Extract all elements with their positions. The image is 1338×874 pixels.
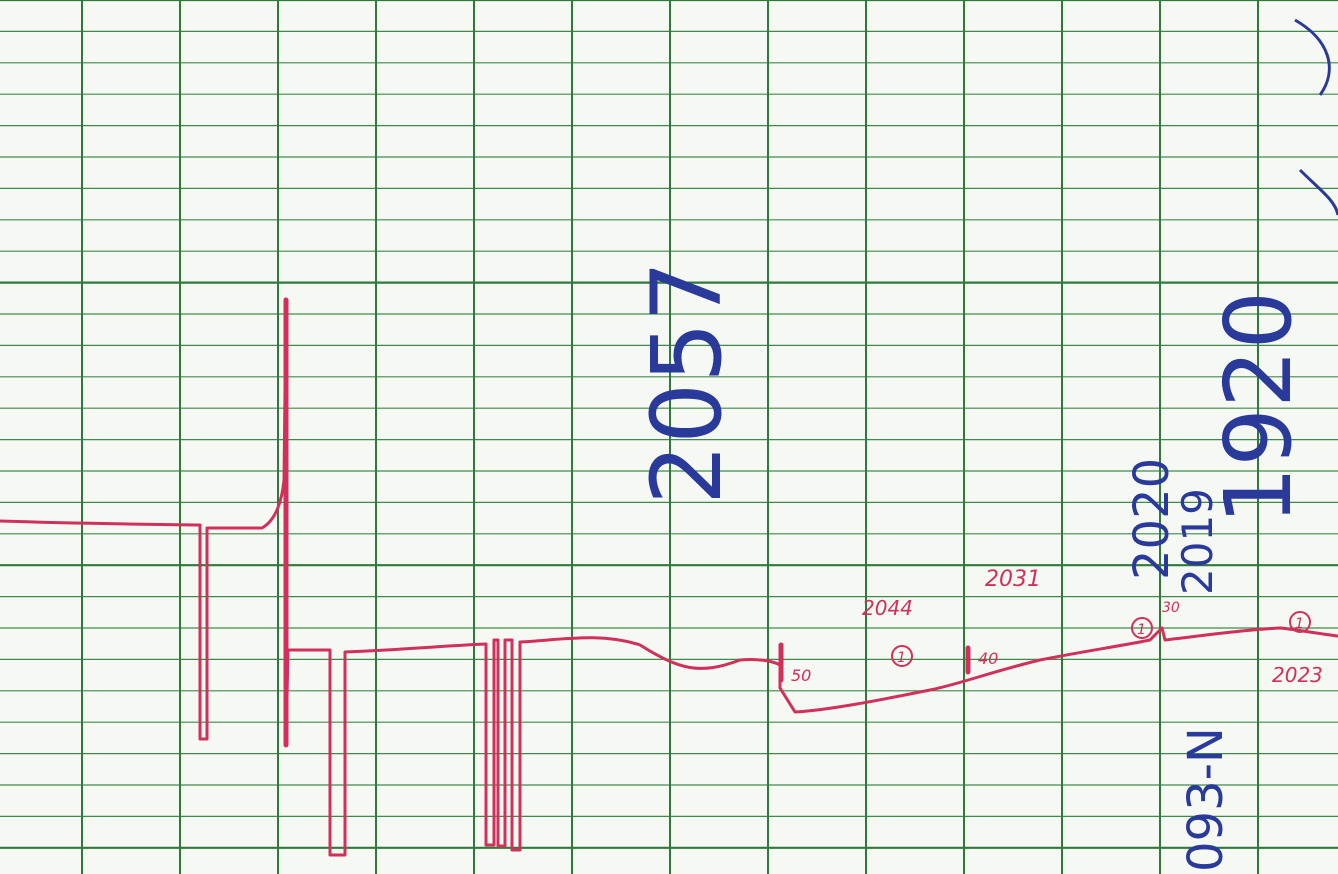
vertical-2019: 2019 — [1173, 488, 1222, 595]
red-labels: 2031 2044 2023 50 40 30 1 1 1 — [791, 567, 1323, 687]
circle-label-3: 1 — [1295, 616, 1304, 632]
vertical-1920: 1920 — [1205, 291, 1312, 525]
red-circle-markers — [891, 611, 1311, 667]
trace-lower-segment — [778, 626, 1338, 714]
mark-50: 50 — [791, 666, 811, 685]
circle-marker-3 — [1289, 611, 1311, 633]
blue-labels: 2057 2020 2019 1920 093-N — [631, 261, 1312, 872]
vertical-2057: 2057 — [631, 261, 743, 505]
circle-marker-1 — [891, 645, 913, 667]
blue-scribble-top-right — [1294, 18, 1338, 216]
label-2023: 2023 — [1272, 663, 1323, 687]
label-2031: 2031 — [985, 567, 1041, 592]
vertical-093n: 093-N — [1178, 727, 1234, 872]
red-trace — [0, 297, 1338, 857]
mark-30: 30 — [1162, 600, 1180, 616]
circle-marker-2 — [1131, 617, 1153, 639]
trace-upper-baseline — [0, 298, 782, 857]
vertical-2020: 2020 — [1124, 458, 1180, 580]
mark-40: 40 — [978, 649, 998, 668]
circle-label-2: 1 — [1137, 622, 1146, 638]
circle-label-1: 1 — [897, 650, 906, 666]
label-2044: 2044 — [862, 596, 913, 620]
